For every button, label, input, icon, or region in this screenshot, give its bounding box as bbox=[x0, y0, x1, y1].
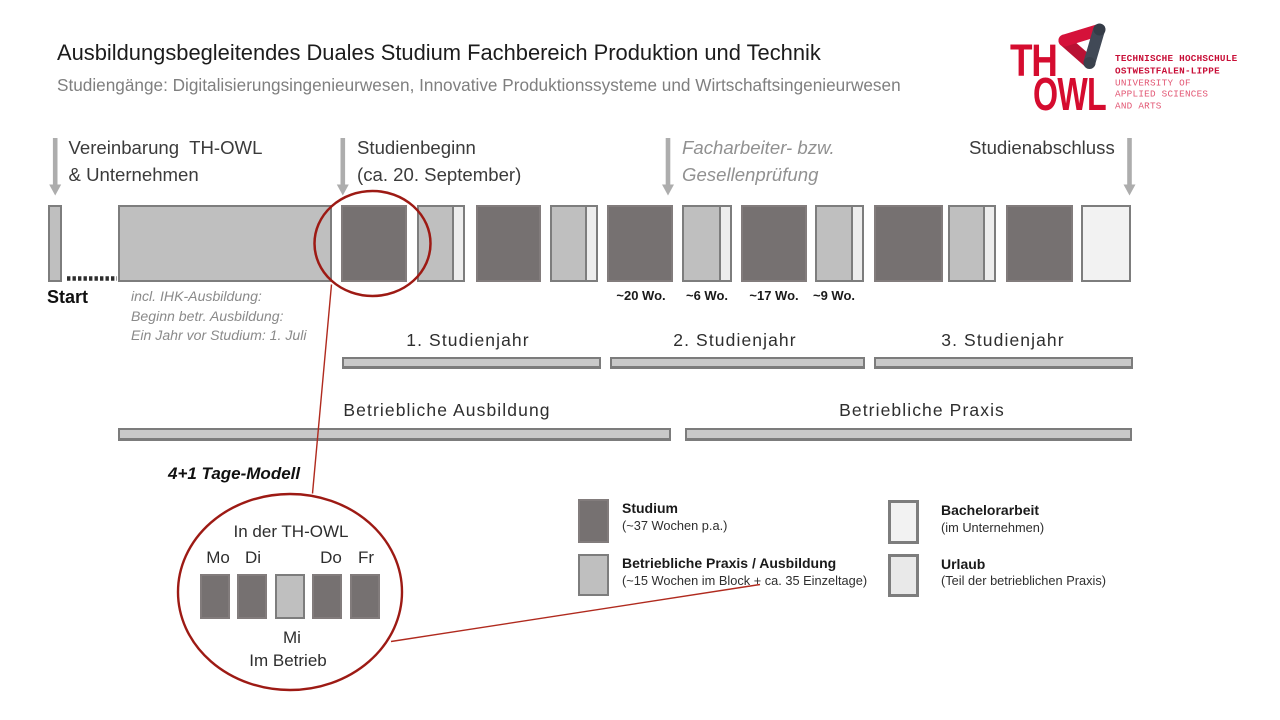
svg-text:TH: TH bbox=[1010, 36, 1057, 86]
svg-text:APPLIED SCIENCES: APPLIED SCIENCES bbox=[1115, 89, 1208, 100]
svg-text:TECHNISCHE HOCHSCHULE: TECHNISCHE HOCHSCHULE bbox=[1115, 53, 1238, 64]
svg-text:OWL: OWL bbox=[1033, 69, 1106, 120]
svg-text:OSTWESTFALEN-LIPPE: OSTWESTFALEN-LIPPE bbox=[1115, 66, 1220, 77]
svg-text:UNIVERSITY OF: UNIVERSITY OF bbox=[1115, 77, 1191, 88]
svg-text:AND ARTS: AND ARTS bbox=[1115, 100, 1162, 111]
